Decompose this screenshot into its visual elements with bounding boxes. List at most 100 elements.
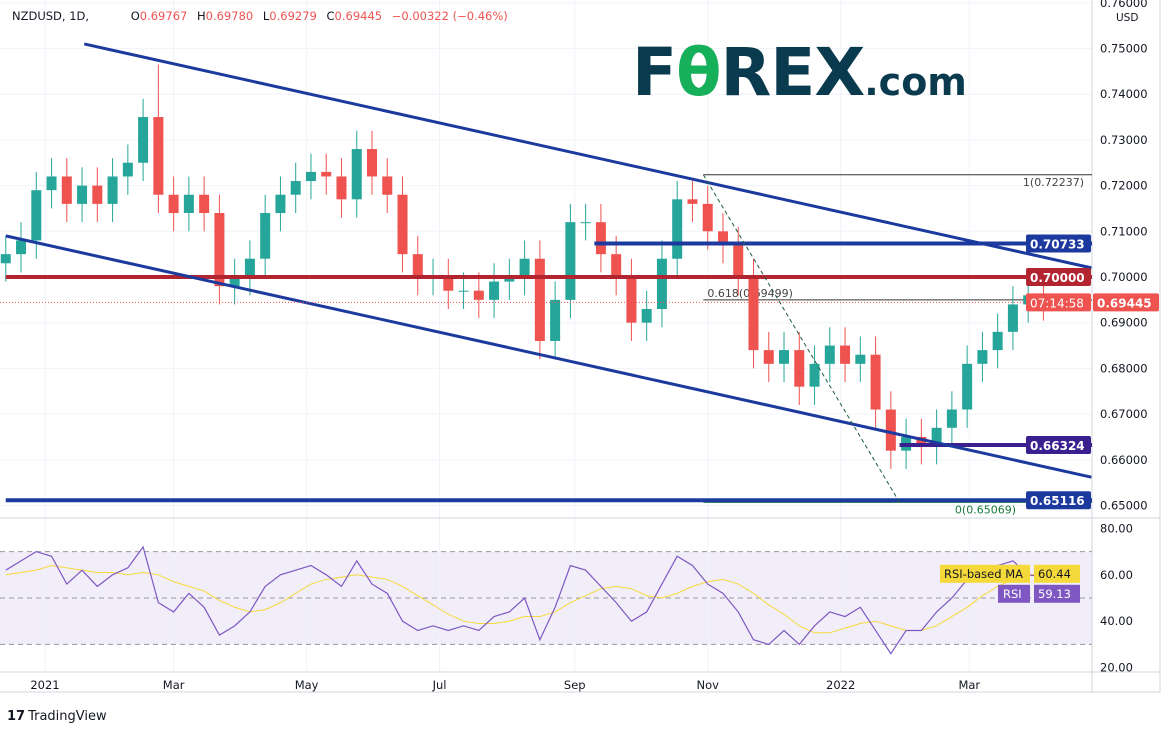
open-label: O [130, 9, 140, 23]
candle-body[interactable] [473, 290, 484, 300]
candle-body[interactable] [656, 258, 667, 309]
candle-body[interactable] [458, 290, 469, 292]
candle-body[interactable] [305, 171, 316, 182]
candle-body[interactable] [367, 149, 377, 177]
candle-body[interactable] [153, 117, 164, 195]
rsi-ma-name-tag [940, 564, 1030, 583]
candle-body[interactable] [31, 190, 42, 241]
candle-body[interactable] [916, 436, 927, 447]
candle-body[interactable] [733, 245, 744, 277]
fib-diagonal-line[interactable] [702, 174, 900, 503]
countdown-label: 07:14:58 [1030, 296, 1084, 310]
candle-body[interactable] [550, 299, 561, 341]
candle-body[interactable] [779, 350, 790, 364]
candle-body[interactable] [168, 194, 179, 214]
price-tick-label: 0.65000 [1100, 499, 1148, 513]
candle-body[interactable] [183, 194, 194, 214]
candle-body[interactable] [321, 171, 332, 177]
candle-body[interactable] [336, 176, 347, 200]
candle-body[interactable] [122, 162, 133, 177]
candle-body[interactable] [855, 354, 866, 364]
candle-body[interactable] [672, 199, 683, 259]
candle-body[interactable] [107, 176, 118, 204]
tradingview-brand[interactable]: 17 TradingView [7, 709, 107, 724]
upper-channel-line[interactable] [83, 42, 1092, 270]
candle-body[interactable] [580, 222, 591, 224]
candle-body[interactable] [702, 203, 713, 232]
candle-body[interactable] [626, 277, 637, 323]
forex-com-logo: FθREX.com [632, 34, 967, 111]
candle-body[interactable] [931, 427, 942, 447]
price-tick-label: 0.76000 [1100, 0, 1148, 10]
candle-body[interactable] [92, 185, 103, 204]
candle-body[interactable] [275, 194, 286, 214]
candle-body[interactable] [794, 350, 805, 387]
lower-channel-line[interactable] [5, 234, 1092, 479]
price-tick-label: 0.71000 [1100, 224, 1148, 238]
candle-body[interactable] [1007, 304, 1018, 332]
candle-body[interactable] [199, 194, 210, 214]
candle-body[interactable] [992, 331, 1003, 351]
rsi-ma-name: RSI-based MA [944, 567, 1023, 581]
candle-body[interactable] [595, 222, 606, 255]
close-value: 0.69445 [334, 9, 383, 23]
candle-body[interactable] [885, 409, 896, 451]
candle-body[interactable] [412, 254, 423, 277]
candle-body[interactable] [946, 409, 957, 428]
candle-body[interactable] [641, 308, 652, 323]
level-price-tag [1026, 234, 1091, 253]
candle-body[interactable] [46, 176, 57, 191]
last-price-tag [1093, 293, 1159, 312]
open-value: 0.69767 [139, 9, 188, 23]
rsi-tick-label: 20.00 [1100, 661, 1133, 675]
close-label: C [326, 9, 335, 23]
candle-body[interactable] [443, 277, 454, 291]
candle-body[interactable] [504, 277, 515, 282]
candle-body[interactable] [534, 258, 545, 341]
candle-body[interactable] [809, 363, 820, 387]
price-tick-label: 0.72000 [1100, 179, 1148, 193]
time-tick-label: Sep [564, 678, 586, 692]
price-tick-label: 0.69000 [1100, 316, 1148, 330]
candle-body[interactable] [138, 117, 149, 163]
candle-body[interactable] [61, 176, 72, 204]
candle-body[interactable] [977, 350, 988, 364]
candle-body[interactable] [565, 222, 576, 300]
candle-body[interactable] [824, 345, 835, 364]
candle-body[interactable] [870, 354, 881, 410]
candle-body[interactable] [519, 258, 530, 277]
rsi-line [5, 545, 1044, 655]
candle-body[interactable] [351, 149, 362, 200]
rsi-tick-label: 60.00 [1100, 568, 1133, 582]
time-tick-label: Mar [163, 678, 185, 692]
candle-body[interactable] [229, 277, 240, 287]
candle-body[interactable] [962, 363, 973, 410]
high-value: 0.69780 [205, 9, 254, 23]
candle-body[interactable] [611, 254, 622, 277]
candle-body[interactable] [244, 258, 255, 277]
candle-body[interactable] [840, 345, 851, 364]
candle-body[interactable] [214, 213, 225, 287]
level-price-tag [1026, 491, 1091, 510]
low-label: L [262, 9, 270, 23]
candle-body[interactable] [382, 176, 393, 195]
candle-body[interactable] [290, 181, 301, 195]
candle-body[interactable] [16, 240, 27, 255]
rsi-tick-label: 80.00 [1100, 521, 1133, 535]
candle-body[interactable] [717, 231, 728, 246]
level-price-tag [1026, 268, 1091, 286]
candle-body[interactable] [763, 350, 774, 364]
candle-body[interactable] [77, 185, 88, 204]
low-value: 0.69279 [269, 9, 317, 23]
countdown-tag [1026, 293, 1091, 312]
candle-body[interactable] [397, 194, 408, 255]
candle-body[interactable] [687, 199, 698, 204]
candle-body[interactable] [0, 254, 11, 264]
rsi-value: 59.13 [1038, 587, 1071, 601]
candle-body[interactable] [260, 213, 271, 259]
symbol-name[interactable]: NZDUSD, 1D, [12, 9, 90, 23]
candle-body[interactable] [489, 281, 500, 300]
candle-body[interactable] [748, 277, 759, 351]
